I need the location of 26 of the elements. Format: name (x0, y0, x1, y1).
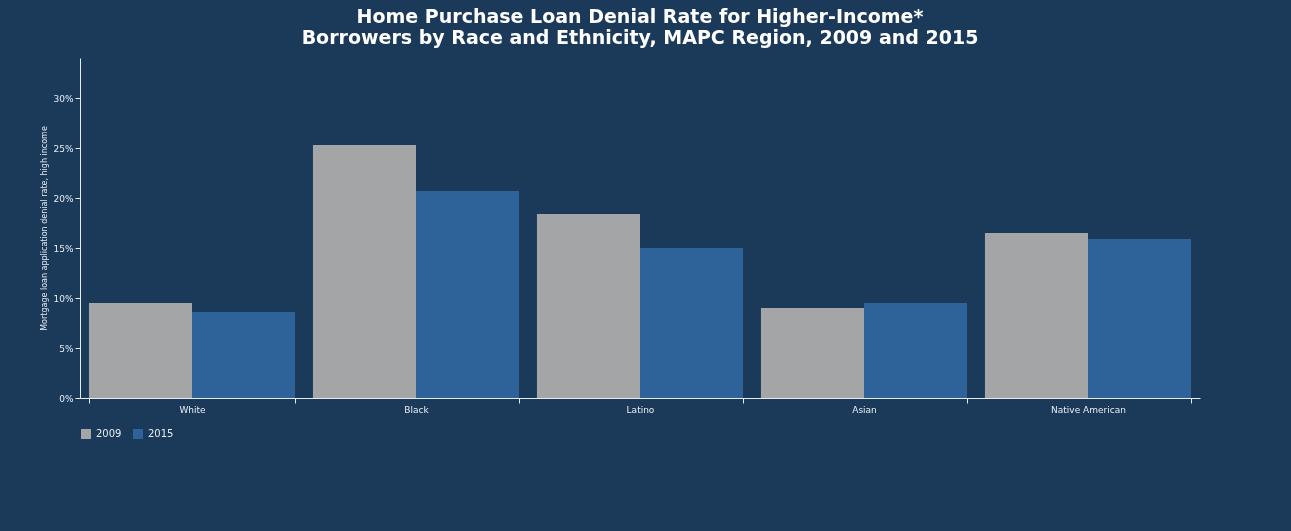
y-tick-label: 0% (59, 393, 74, 404)
y-tick-label: 20% (53, 193, 74, 204)
x-tick-label: Asian (852, 404, 877, 415)
bar (536, 214, 640, 398)
bar (312, 145, 416, 398)
y-tick-label: 25% (53, 143, 74, 154)
legend-label: 2009 (96, 428, 122, 439)
y-tick-label: 5% (59, 343, 74, 354)
bar (864, 303, 968, 398)
bar (88, 303, 192, 398)
chart-title: Home Purchase Loan Denial Rate for Higher-Income* Borrowers by Race and Ethnicity, MAPC Region, 2009 and 2015 (301, 5, 979, 48)
bar (192, 312, 296, 398)
bar (416, 191, 520, 398)
bar (984, 233, 1088, 398)
x-tick-label: Latino (626, 404, 655, 415)
bar (640, 248, 744, 398)
bar (1088, 239, 1192, 398)
bar (760, 308, 864, 398)
y-tick-label: 15% (53, 243, 74, 254)
y-tick-label: 10% (53, 293, 74, 304)
y-tick-label: 30% (53, 93, 74, 104)
y-axis-title: Mortgage loan application denial rate, high income (40, 126, 50, 331)
x-tick-label: White (179, 404, 207, 415)
x-tick-label: Black (404, 404, 430, 415)
legend-label: 2015 (148, 428, 174, 439)
x-tick-label: Native American (1051, 404, 1126, 415)
